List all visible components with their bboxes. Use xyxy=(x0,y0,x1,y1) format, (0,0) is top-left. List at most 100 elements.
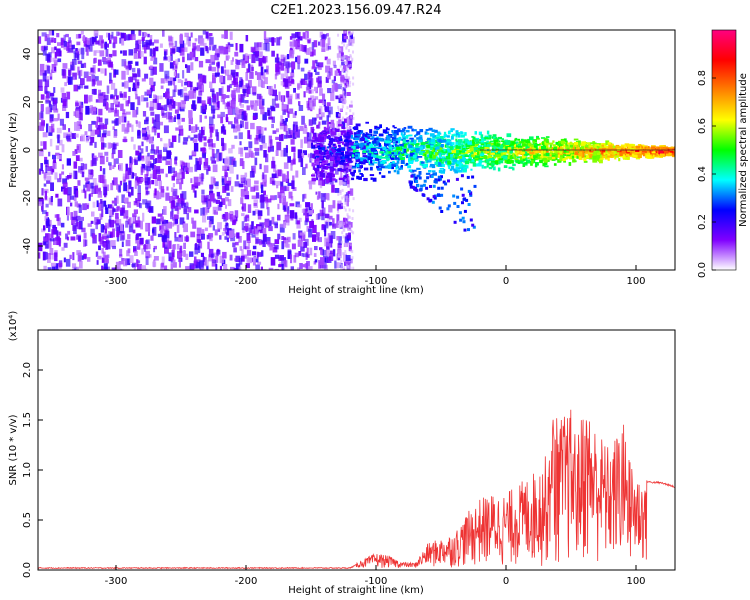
spectrogram-noise-cell xyxy=(74,52,79,58)
spectrogram-signal-cell xyxy=(426,144,430,149)
spectrogram-signal-cell xyxy=(473,150,477,154)
spectrogram-signal-cell xyxy=(396,146,401,151)
spectrogram-fringe-cell xyxy=(339,222,342,226)
spectrogram-noise-cell xyxy=(182,141,188,145)
spectrogram-signal-cell xyxy=(342,156,346,160)
spectrogram-noise-cell xyxy=(208,254,213,262)
spectrogram-noise-cell xyxy=(122,205,126,214)
spectrogram-signal-cell xyxy=(326,175,330,178)
spectrogram-noise-cell xyxy=(209,184,214,189)
spectrogram-noise-cell xyxy=(312,178,316,185)
spectrogram-noise-cell xyxy=(240,174,245,182)
spectrogram-noise-cell xyxy=(50,238,55,242)
spectrogram-fringe-cell xyxy=(344,146,347,150)
spectrogram-signal-cell xyxy=(358,160,363,165)
spectrogram-noise-cell xyxy=(312,60,316,69)
spectrogram-signal-cell xyxy=(323,160,329,164)
spectrogram-noise-cell xyxy=(49,114,54,122)
spectrogram-noise-cell xyxy=(137,260,141,264)
spectrogram-noise-cell xyxy=(128,96,131,104)
spectrogram-noise-cell xyxy=(146,102,149,108)
spectrogram-noise-cell xyxy=(254,209,260,215)
spectrogram-noise-cell xyxy=(193,86,196,93)
spectrogram-noise-cell xyxy=(83,62,87,68)
spectrogram-signal-cell xyxy=(497,151,501,156)
spectrogram-noise-cell xyxy=(271,50,275,57)
spectrogram-signal-cell xyxy=(556,150,559,154)
spectrogram-noise-cell xyxy=(321,120,327,125)
spectrogram-noise-cell xyxy=(274,254,280,259)
spectrogram-noise-cell xyxy=(341,121,346,129)
spectrogram-signal-cell xyxy=(319,176,323,181)
spectrogram-noise-cell xyxy=(136,121,140,127)
spectrogram-noise-cell xyxy=(300,246,305,252)
spectrogram-noise-cell xyxy=(229,254,233,261)
spectrogram-noise-cell xyxy=(104,118,109,125)
spectrogram-noise-cell xyxy=(48,151,51,157)
spectrogram-signal-cell xyxy=(468,158,472,161)
spectrogram-noise-cell xyxy=(71,44,75,50)
spectrogram-noise-cell xyxy=(86,76,92,82)
spectrogram-signal-cell xyxy=(543,159,548,163)
spectrogram-signal-cell xyxy=(612,152,616,155)
spectrogram-noise-cell xyxy=(131,263,136,267)
spectrogram-signal-cell xyxy=(581,141,586,145)
spectrogram-noise-cell xyxy=(209,36,214,45)
spectrogram-noise-cell xyxy=(291,69,294,73)
spectrogram-noise-cell xyxy=(93,30,99,37)
spectrogram-signal-cell xyxy=(332,163,338,168)
spectrogram-noise-cell xyxy=(270,139,273,148)
spectrogram-noise-cell xyxy=(289,131,294,138)
spectrogram-noise-cell xyxy=(334,188,340,193)
spectrogram-noise-cell xyxy=(334,260,337,269)
spectrogram-noise-cell xyxy=(150,57,155,61)
spectrogram-noise-cell xyxy=(240,78,243,85)
spectrogram-noise-cell xyxy=(216,251,219,257)
spectrogram-signal-cell xyxy=(405,162,409,166)
spectrogram-signal-cell xyxy=(340,156,343,160)
spectrogram-noise-cell xyxy=(98,95,104,103)
spectrogram-signal-cell xyxy=(416,174,421,178)
spectrogram-signal-cell xyxy=(450,162,455,166)
spectrogram-noise-cell xyxy=(243,115,247,121)
spectrogram-noise-cell xyxy=(228,230,234,238)
spectrogram-signal-cell xyxy=(377,168,382,171)
spectrogram-noise-cell xyxy=(217,114,221,119)
spectrogram-noise-cell xyxy=(331,184,335,193)
spectrogram-noise-cell xyxy=(202,75,207,84)
spectrogram-noise-cell xyxy=(145,223,148,231)
spectrogram-noise-cell xyxy=(241,213,245,217)
spectrogram-noise-cell xyxy=(161,105,165,110)
spectrogram-signal-cell xyxy=(364,135,369,138)
spectrogram-noise-cell xyxy=(239,43,244,53)
spectrogram-fringe-cell xyxy=(349,161,352,165)
spectrogram-signal-cell xyxy=(378,162,382,165)
spectrogram-noise-cell xyxy=(288,81,292,87)
spectrogram-noise-cell xyxy=(185,266,190,270)
spectrogram-signal-cell xyxy=(321,160,326,163)
spectrogram-signal-cell xyxy=(369,162,375,166)
spectrogram-noise-cell xyxy=(204,104,207,110)
spectrogram-signal-cell xyxy=(341,163,346,166)
spectrogram-noise-cell xyxy=(269,145,274,152)
spectrogram-noise-cell xyxy=(119,180,123,186)
spectrogram-noise-cell xyxy=(103,124,108,130)
spectrogram-signal-cell xyxy=(517,146,523,148)
spectrogram-signal-cell xyxy=(619,152,623,156)
spectrogram-noise-cell xyxy=(155,158,158,164)
spectrogram-noise-cell xyxy=(336,262,339,269)
spectrogram-fringe-cell xyxy=(351,57,354,61)
spectrogram-signal-cell xyxy=(454,170,458,174)
spectrogram-noise-cell xyxy=(116,205,120,212)
spectrogram-signal-cell xyxy=(665,146,669,149)
spectrogram-noise-cell xyxy=(135,236,138,244)
spectrogram-noise-cell xyxy=(61,247,65,251)
spectrogram-noise-cell xyxy=(335,112,340,118)
spectrogram-signal-cell xyxy=(339,135,342,140)
spectrogram-signal-cell xyxy=(498,140,501,143)
spectrogram-noise-cell xyxy=(103,186,108,196)
spectrogram-signal-cell xyxy=(442,148,446,152)
spectrogram-noise-cell xyxy=(145,184,149,190)
spectrogram-signal-cell xyxy=(464,165,469,169)
spectrogram-signal-cell xyxy=(405,140,409,143)
